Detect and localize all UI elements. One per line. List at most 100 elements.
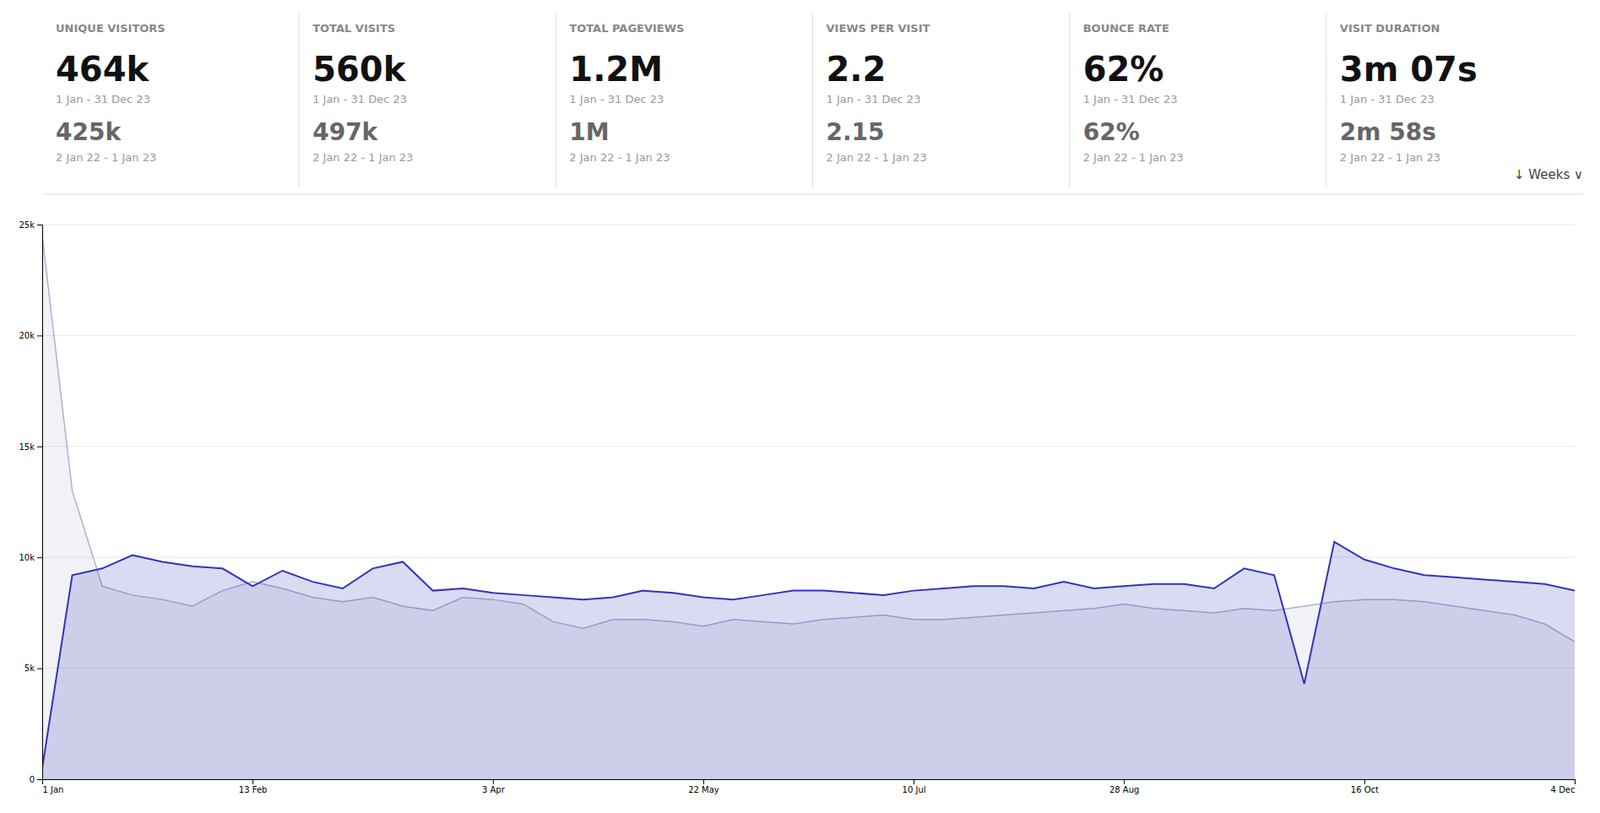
y-axis: 0 5k 10k 15k 20k 25k bbox=[18, 220, 43, 785]
metric-value: 464k bbox=[55, 49, 150, 89]
tick-mark bbox=[37, 446, 43, 448]
metric-previous-value: 2.15 bbox=[826, 118, 885, 147]
tick-mark bbox=[37, 779, 43, 781]
tick-mark bbox=[42, 779, 44, 785]
tick-mark bbox=[37, 224, 43, 226]
tick-label: 15k bbox=[18, 442, 35, 452]
header: UNIQUE VISITORS 464k 1 Jan - 31 Dec 23 425k… bbox=[42, 13, 1584, 195]
metric-previous-value: 497k bbox=[312, 118, 379, 147]
tick: 3 Apr bbox=[482, 779, 506, 795]
separator bbox=[1325, 13, 1327, 188]
metric: BOUNCE RATE 62% 1 Jan - 31 Dec 23 62% 2 Jan … bbox=[1069, 13, 1184, 188]
separator bbox=[1068, 13, 1070, 188]
tick-mark bbox=[37, 668, 43, 670]
metric-previous-value: 2m 58s bbox=[1339, 118, 1437, 147]
tick-label: 16 Oct bbox=[1350, 785, 1379, 795]
tick: 28 Aug bbox=[1109, 779, 1139, 795]
axis-line bbox=[37, 225, 44, 781]
tick: 5k bbox=[24, 663, 43, 673]
tick: 1 Jan bbox=[43, 779, 65, 795]
grid-line bbox=[42, 445, 1575, 447]
metric-label: TOTAL PAGEVIEWS bbox=[569, 21, 684, 35]
metric-value: 3m 07s bbox=[1339, 49, 1478, 89]
tick-label: 10k bbox=[18, 553, 35, 563]
metric: UNIQUE VISITORS 464k 1 Jan - 31 Dec 23 425k… bbox=[55, 21, 166, 164]
metric-previous-date: 2 Jan 22 - 1 Jan 23 bbox=[569, 151, 670, 164]
tick-label: 25k bbox=[18, 220, 35, 230]
tick-mark bbox=[913, 779, 915, 785]
tick-mark bbox=[37, 557, 43, 559]
tick-label: 28 Aug bbox=[1109, 785, 1139, 795]
chart-root: UNIQUE VISITORS 464k 1 Jan - 31 Dec 23 425k… bbox=[0, 0, 1600, 813]
grid-line bbox=[42, 224, 1575, 226]
header-separator bbox=[42, 194, 1584, 196]
separator bbox=[298, 13, 300, 188]
metric-label: UNIQUE VISITORS bbox=[55, 21, 166, 35]
tick-label: 1 Jan bbox=[43, 785, 65, 795]
tick-mark bbox=[493, 779, 494, 785]
tick-mark bbox=[1364, 779, 1366, 785]
metric-label: VISIT DURATION bbox=[1339, 21, 1441, 35]
metric: TOTAL PAGEVIEWS 1.2M 1 Jan - 31 Dec 23 1M 2 … bbox=[555, 13, 684, 188]
area bbox=[42, 235, 1575, 780]
tick-label: 4 Dec bbox=[1551, 785, 1576, 795]
tick: 22 May bbox=[688, 779, 720, 795]
plot: 0 5k 10k 15k 20k 25k 1 Jan 13 Feb 3 Apr 22 May 10 … bbox=[18, 220, 1575, 795]
tick-mark bbox=[252, 779, 254, 785]
tick-mark bbox=[1574, 779, 1576, 785]
tick-mark bbox=[1123, 779, 1125, 785]
metric-label: BOUNCE RATE bbox=[1083, 21, 1170, 35]
metric-previous-value: 425k bbox=[55, 118, 122, 147]
tick: 13 Feb bbox=[238, 779, 268, 795]
tick-mark bbox=[37, 335, 43, 337]
annotation: ↓ Weeks ∨ bbox=[1513, 167, 1584, 183]
tick: 4 Dec bbox=[1551, 779, 1576, 795]
metric-previous-date: 2 Jan 22 - 1 Jan 23 bbox=[826, 151, 928, 164]
axis-line bbox=[43, 780, 1576, 786]
grid bbox=[42, 224, 1575, 780]
tick-label: 22 May bbox=[688, 785, 720, 795]
tick-label: 0 bbox=[29, 775, 35, 785]
metric-previous-date: 2 Jan 22 - 1 Jan 23 bbox=[1339, 151, 1441, 164]
tick: 10 Jul bbox=[902, 779, 927, 795]
metric-label: VIEWS PER VISIT bbox=[826, 21, 931, 35]
metric: VISIT DURATION 3m 07s 1 Jan - 31 Dec 23 2m … bbox=[1326, 13, 1478, 188]
metric-previous-date: 2 Jan 22 - 1 Jan 23 bbox=[55, 151, 157, 164]
tick: 25k bbox=[18, 220, 43, 230]
metric-date: 1 Jan - 31 Dec 23 bbox=[1339, 92, 1435, 106]
metric-date: 1 Jan - 31 Dec 23 bbox=[826, 92, 922, 106]
tick-mark bbox=[703, 779, 705, 785]
x-axis: 1 Jan 13 Feb 3 Apr 22 May 10 Jul 28 Aug 16 Oct… bbox=[43, 779, 1576, 795]
metric-value: 1.2M bbox=[569, 49, 663, 89]
separator bbox=[812, 13, 814, 188]
metric: TOTAL VISITS 560k 1 Jan - 31 Dec 23 497k 2 J… bbox=[298, 13, 413, 188]
metric-date: 1 Jan - 31 Dec 23 bbox=[312, 92, 407, 106]
grid-line bbox=[42, 335, 1575, 337]
metric-date: 1 Jan - 31 Dec 23 bbox=[569, 92, 664, 106]
area bbox=[42, 542, 1575, 780]
tick-label: 10 Jul bbox=[902, 785, 927, 795]
metric-previous-value: 62% bbox=[1083, 118, 1140, 147]
separator bbox=[555, 13, 557, 188]
tick-label: 3 Apr bbox=[482, 785, 506, 795]
tick: 10k bbox=[18, 553, 43, 563]
tick: 16 Oct bbox=[1350, 779, 1379, 795]
metric-previous-date: 2 Jan 22 - 1 Jan 23 bbox=[1083, 151, 1184, 164]
tick: 15k bbox=[18, 442, 43, 452]
metric-value: 2.2 bbox=[826, 49, 887, 89]
tick-label: 13 Feb bbox=[238, 785, 268, 795]
metric-date: 1 Jan - 31 Dec 23 bbox=[1083, 92, 1178, 106]
metric-value: 560k bbox=[312, 49, 407, 89]
marks bbox=[42, 235, 1575, 780]
metric-label: TOTAL VISITS bbox=[312, 21, 396, 35]
tick: 20k bbox=[18, 330, 43, 341]
tick-label: 20k bbox=[18, 330, 35, 341]
metric-value: 62% bbox=[1083, 49, 1165, 89]
tick-label: 5k bbox=[24, 663, 35, 673]
tick: 0 bbox=[29, 775, 43, 785]
metric: VIEWS PER VISIT 2.2 1 Jan - 31 Dec 23 2.15 2… bbox=[813, 13, 931, 188]
metric-date: 1 Jan - 31 Dec 23 bbox=[55, 92, 151, 106]
metric-previous-date: 2 Jan 22 - 1 Jan 23 bbox=[312, 151, 413, 164]
metric-previous-value: 1M bbox=[569, 118, 609, 147]
line bbox=[42, 542, 1575, 769]
